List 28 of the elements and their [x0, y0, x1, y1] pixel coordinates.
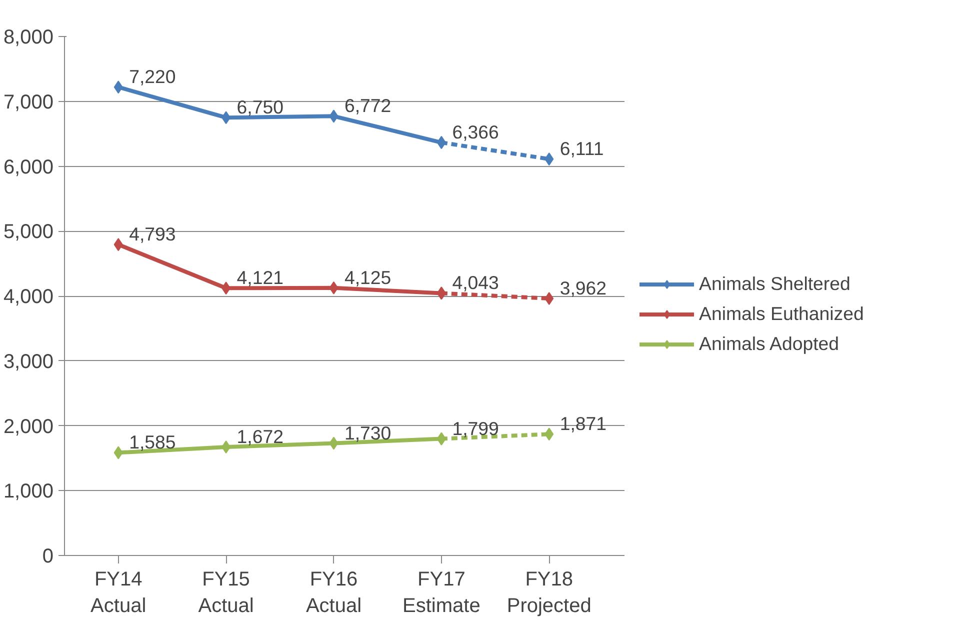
y-tick-label: 1,000 [3, 480, 54, 503]
data-label: 6,111 [560, 138, 604, 160]
data-label: 4,125 [344, 266, 392, 288]
y-tick-label: 8,000 [3, 26, 54, 48]
data-label: 4,121 [236, 267, 284, 288]
y-tick-label: 6,000 [3, 156, 54, 178]
y-tick-label: 2,000 [3, 416, 54, 438]
y-tick-label: 7,000 [3, 91, 54, 114]
data-label: 3,962 [560, 277, 607, 298]
x-tick-label: FY14 Actual [90, 568, 146, 617]
legend-label: Animals Sheltered [699, 273, 850, 295]
data-label: 7,220 [129, 66, 176, 88]
data-label: 1,672 [236, 426, 284, 448]
data-label: 4,043 [452, 272, 499, 294]
y-tick-label: 0 [42, 546, 54, 568]
x-tick-label: FY15 Actual [198, 568, 254, 617]
y-tick-label: 5,000 [3, 221, 54, 244]
y-tick-label: 4,000 [3, 286, 54, 308]
x-tick-label: FY16 Actual [306, 568, 362, 617]
x-tick-label: FY18 Projected [506, 568, 592, 617]
data-label: 6,750 [236, 96, 284, 118]
x-tick-label: FY17 Estimate [402, 568, 480, 617]
data-label: 1,585 [129, 432, 176, 453]
y-tick-label: 3,000 [3, 350, 54, 373]
legend-label: Animals Euthanized [699, 303, 864, 325]
data-label: 1,730 [344, 422, 392, 444]
data-label: 6,366 [452, 122, 499, 143]
legend-label: Animals Adopted [699, 333, 840, 355]
